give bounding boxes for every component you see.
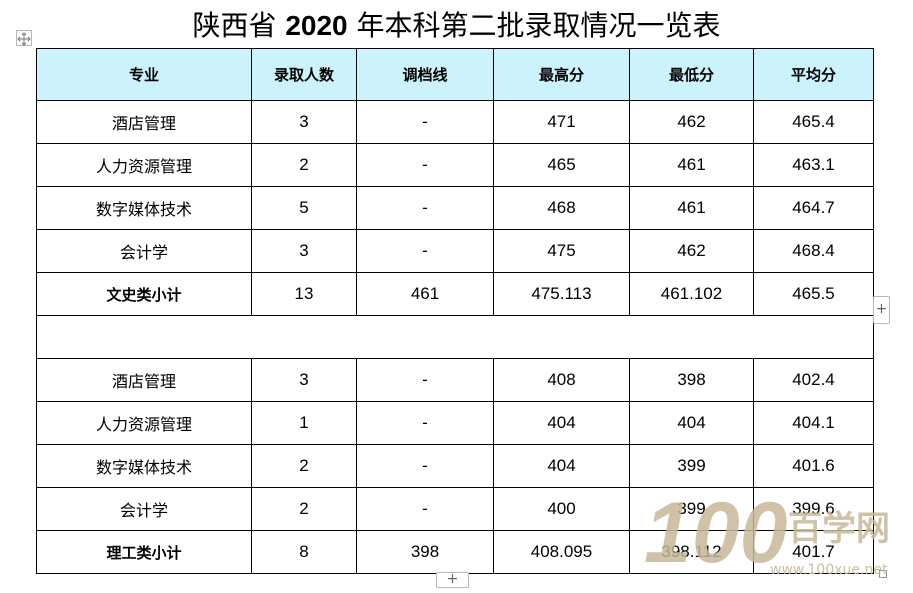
lowest-score-cell: 462 xyxy=(629,100,754,144)
liberal-arts-subtotal-row: 文史类小计 13 461 475.113 461.102 465.5 xyxy=(36,272,874,316)
subtotal-average-score: 465.5 xyxy=(753,272,874,316)
table-row: 人力资源管理 2 - 465 461 463.1 xyxy=(36,143,874,187)
header-lowest-score: 最低分 xyxy=(629,48,754,101)
subtotal-highest-score: 408.095 xyxy=(493,530,630,574)
page-title: 陕西省 2020 年本科第二批录取情况一览表 xyxy=(0,6,913,46)
title-prefix: 陕西省 xyxy=(192,9,286,42)
average-score-cell: 464.7 xyxy=(753,186,874,230)
highest-score-cell: 468 xyxy=(493,186,630,230)
subtotal-average-score: 401.7 xyxy=(753,530,874,574)
average-score-cell: 402.4 xyxy=(753,358,874,402)
admitted-count-cell: 3 xyxy=(251,358,357,402)
cutoff-cell: - xyxy=(356,229,494,273)
lowest-score-cell: 398 xyxy=(629,358,754,402)
average-score-cell: 465.4 xyxy=(753,100,874,144)
table-move-handle[interactable] xyxy=(16,30,32,46)
average-score-cell: 404.1 xyxy=(753,401,874,445)
admitted-count-cell: 3 xyxy=(251,100,357,144)
major-cell: 酒店管理 xyxy=(36,358,252,402)
add-column-button[interactable]: + xyxy=(873,296,890,324)
cutoff-cell: - xyxy=(356,358,494,402)
cutoff-cell: - xyxy=(356,401,494,445)
admitted-count-cell: 2 xyxy=(251,444,357,488)
highest-score-cell: 404 xyxy=(493,401,630,445)
highest-score-cell: 471 xyxy=(493,100,630,144)
header-cutoff-line: 调档线 xyxy=(356,48,494,101)
admitted-count-cell: 2 xyxy=(251,487,357,531)
cutoff-cell: - xyxy=(356,487,494,531)
major-cell: 酒店管理 xyxy=(36,100,252,144)
major-cell: 人力资源管理 xyxy=(36,401,252,445)
table-row: 会计学 3 - 475 462 468.4 xyxy=(36,229,874,273)
highest-score-cell: 404 xyxy=(493,444,630,488)
cutoff-cell: - xyxy=(356,444,494,488)
table-row: 数字媒体技术 2 - 404 399 401.6 xyxy=(36,444,874,488)
resize-icon[interactable] xyxy=(879,570,887,578)
subtotal-lowest-score: 398.112 xyxy=(629,530,754,574)
admitted-count-cell: 3 xyxy=(251,229,357,273)
lowest-score-cell: 399 xyxy=(629,487,754,531)
cutoff-cell: - xyxy=(356,186,494,230)
major-cell: 人力资源管理 xyxy=(36,143,252,187)
average-score-cell: 468.4 xyxy=(753,229,874,273)
header-row: 专业 录取人数 调档线 最高分 最低分 平均分 xyxy=(36,48,874,101)
subtotal-admitted-count: 8 xyxy=(251,530,357,574)
header-highest-score: 最高分 xyxy=(493,48,630,101)
subtotal-label: 理工类小计 xyxy=(36,530,252,574)
header-average-score: 平均分 xyxy=(753,48,874,101)
lowest-score-cell: 399 xyxy=(629,444,754,488)
subtotal-cutoff: 461 xyxy=(356,272,494,316)
blank-separator-row xyxy=(36,315,874,359)
blank-cell xyxy=(36,315,874,359)
lowest-score-cell: 462 xyxy=(629,229,754,273)
header-major: 专业 xyxy=(36,48,252,101)
science-subtotal-row: 理工类小计 8 398 408.095 398.112 401.7 xyxy=(36,530,874,574)
major-cell: 会计学 xyxy=(36,487,252,531)
admitted-count-cell: 1 xyxy=(251,401,357,445)
highest-score-cell: 465 xyxy=(493,143,630,187)
cutoff-cell: - xyxy=(356,100,494,144)
subtotal-label: 文史类小计 xyxy=(36,272,252,316)
add-row-button[interactable]: + xyxy=(436,572,469,588)
subtotal-cutoff: 398 xyxy=(356,530,494,574)
cutoff-cell: - xyxy=(356,143,494,187)
admission-table: 专业 录取人数 调档线 最高分 最低分 平均分 酒店管理 3 - 471 462… xyxy=(36,48,874,574)
average-score-cell: 399.6 xyxy=(753,487,874,531)
highest-score-cell: 408 xyxy=(493,358,630,402)
lowest-score-cell: 461 xyxy=(629,143,754,187)
lowest-score-cell: 404 xyxy=(629,401,754,445)
admitted-count-cell: 5 xyxy=(251,186,357,230)
major-cell: 数字媒体技术 xyxy=(36,186,252,230)
major-cell: 数字媒体技术 xyxy=(36,444,252,488)
table-row: 会计学 2 - 400 399 399.6 xyxy=(36,487,874,531)
highest-score-cell: 400 xyxy=(493,487,630,531)
table-row: 人力资源管理 1 - 404 404 404.1 xyxy=(36,401,874,445)
subtotal-lowest-score: 461.102 xyxy=(629,272,754,316)
header-admitted-count: 录取人数 xyxy=(251,48,357,101)
lowest-score-cell: 461 xyxy=(629,186,754,230)
admitted-count-cell: 2 xyxy=(251,143,357,187)
table-row: 酒店管理 3 - 471 462 465.4 xyxy=(36,100,874,144)
subtotal-highest-score: 475.113 xyxy=(493,272,630,316)
move-icon xyxy=(17,32,31,46)
average-score-cell: 463.1 xyxy=(753,143,874,187)
average-score-cell: 401.6 xyxy=(753,444,874,488)
table-row: 酒店管理 3 - 408 398 402.4 xyxy=(36,358,874,402)
major-cell: 会计学 xyxy=(36,229,252,273)
highest-score-cell: 475 xyxy=(493,229,630,273)
subtotal-admitted-count: 13 xyxy=(251,272,357,316)
table-row: 数字媒体技术 5 - 468 461 464.7 xyxy=(36,186,874,230)
title-suffix: 年本科第二批录取情况一览表 xyxy=(347,9,721,42)
title-year: 2020 xyxy=(285,10,348,41)
